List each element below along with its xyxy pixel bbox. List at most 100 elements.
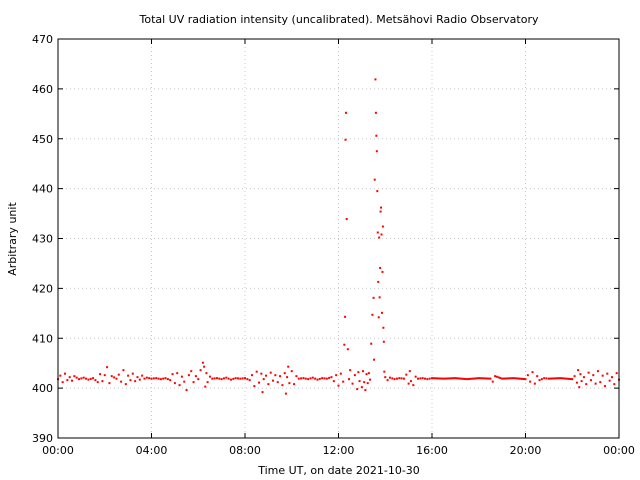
data-point [451,377,454,380]
data-point [594,382,597,385]
data-point [229,378,232,381]
data-point [529,380,532,383]
data-point [127,374,130,377]
data-point [603,385,606,388]
data-point [446,377,449,380]
data-point [225,376,228,379]
data-point [382,340,385,343]
x-tick-label: 08:00 [229,444,261,457]
data-point [547,377,550,380]
data-point [152,377,155,380]
data-point [596,370,599,373]
data-point [582,376,585,379]
data-point [384,376,387,379]
data-point [120,380,123,383]
data-point [328,376,331,379]
y-tick-label: 470 [32,33,53,46]
data-point [94,379,97,382]
data-point [204,385,207,388]
data-point [481,377,484,380]
data-point [190,370,193,373]
data-point [213,377,216,380]
data-point [122,369,125,372]
data-point [531,371,534,374]
data-point [269,371,272,374]
data-point [506,377,509,380]
data-point [501,377,504,380]
data-point [386,379,389,382]
data-point [164,377,167,380]
data-point [246,378,249,381]
data-point [517,377,520,380]
data-point [297,377,300,380]
data-point [381,270,384,273]
data-point [383,370,386,373]
data-point [585,383,588,386]
data-point [414,375,417,378]
data-point [362,370,365,373]
data-point [332,380,335,383]
data-point [380,311,383,314]
data-point [222,377,225,380]
data-point [131,372,134,375]
data-point [367,372,370,375]
data-point [365,373,368,376]
data-point [141,374,144,377]
data-point [494,375,497,378]
data-point [559,377,562,380]
data-point [378,296,381,299]
data-point [536,375,539,378]
data-point [325,377,328,380]
data-point [388,376,391,379]
data-point [495,375,498,378]
data-point [304,377,307,380]
data-point [284,392,287,395]
data-point [197,378,200,381]
data-point [318,377,321,380]
data-point [459,377,462,380]
data-point [115,377,118,380]
data-point [526,374,529,377]
data-point [330,376,333,379]
data-point [321,377,324,380]
data-point [218,377,221,380]
data-point [608,379,611,382]
y-tick-label: 390 [32,432,53,445]
data-point [419,377,422,380]
data-point [374,78,377,81]
data-point [309,377,312,380]
data-point [134,380,137,383]
data-point [395,377,398,380]
data-point [442,377,445,380]
data-point [479,377,482,380]
data-point [452,377,455,380]
data-point [99,373,102,376]
data-point [499,377,502,380]
data-point [101,380,104,383]
data-point [524,378,527,381]
data-point [261,391,264,394]
data-point [380,233,383,236]
y-axis-label: Arbitrary unit [6,202,19,276]
data-point [343,343,346,346]
data-point [166,378,169,381]
data-point [286,376,289,379]
data-point [378,236,381,239]
data-point [157,377,160,380]
data-point [349,369,352,372]
data-point [353,374,356,377]
data-point [372,296,375,299]
data-point [538,379,541,382]
data-point [514,377,517,380]
data-point [580,380,583,383]
data-point [281,384,284,387]
data-point [577,369,580,372]
data-point [110,375,113,378]
data-point [379,266,382,269]
data-point [457,377,460,380]
data-point [599,381,602,384]
data-point [80,377,83,380]
data-point [346,348,349,351]
data-point [601,374,604,377]
